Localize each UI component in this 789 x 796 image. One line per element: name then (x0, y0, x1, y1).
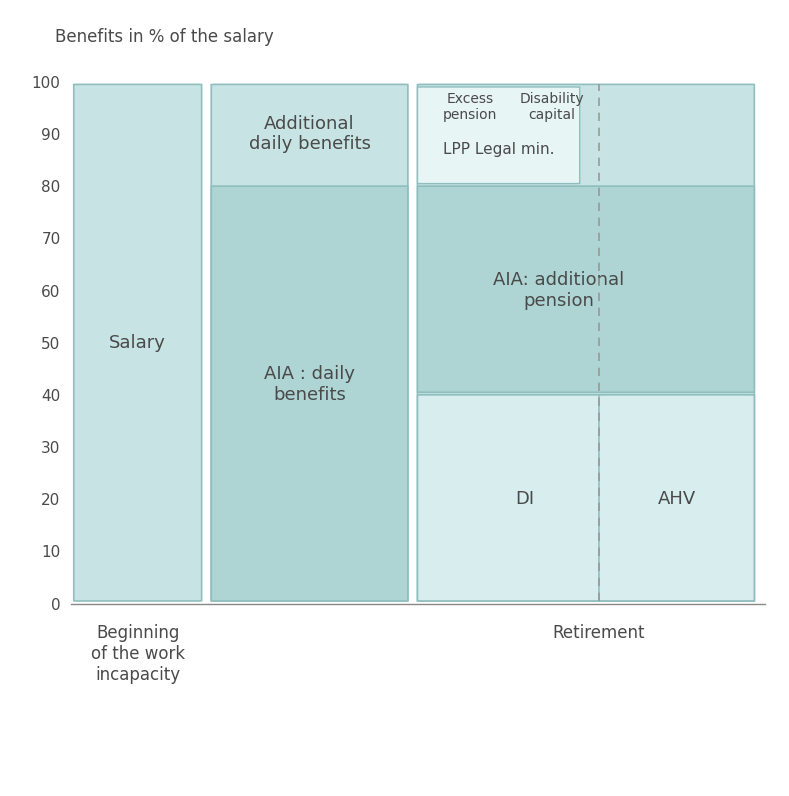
FancyBboxPatch shape (211, 84, 408, 601)
FancyBboxPatch shape (211, 186, 408, 601)
Text: Additional
daily benefits: Additional daily benefits (249, 115, 371, 154)
FancyBboxPatch shape (417, 87, 580, 184)
Text: Disability
capital: Disability capital (520, 92, 585, 123)
Text: Salary: Salary (109, 334, 166, 352)
Text: DI: DI (515, 490, 534, 508)
FancyBboxPatch shape (599, 395, 754, 601)
FancyBboxPatch shape (417, 84, 754, 601)
Text: Beginning
of the work
incapacity: Beginning of the work incapacity (91, 624, 185, 684)
Text: LPP Legal min.: LPP Legal min. (443, 142, 555, 157)
Text: Benefits in % of the salary: Benefits in % of the salary (55, 28, 274, 46)
Text: AIA: additional
pension: AIA: additional pension (493, 271, 625, 310)
FancyBboxPatch shape (73, 84, 202, 601)
FancyBboxPatch shape (417, 395, 754, 601)
Text: AIA : daily
benefits: AIA : daily benefits (264, 365, 355, 404)
Text: Excess
pension: Excess pension (443, 92, 497, 123)
Text: Retirement: Retirement (553, 624, 645, 642)
Text: AHV: AHV (658, 490, 697, 508)
FancyBboxPatch shape (417, 186, 754, 392)
